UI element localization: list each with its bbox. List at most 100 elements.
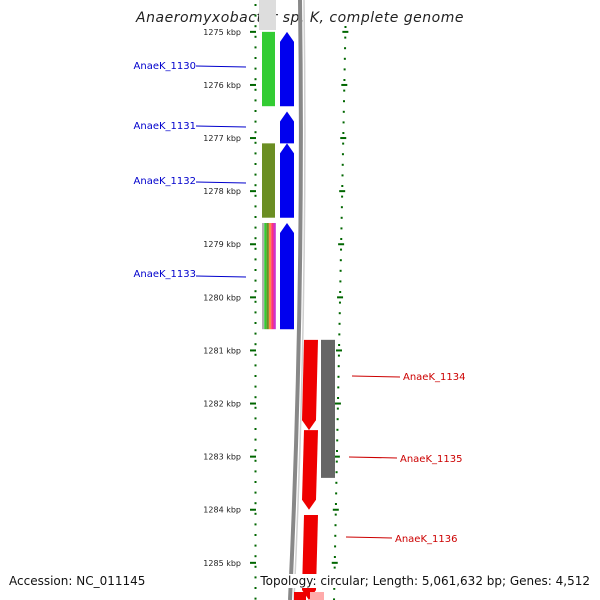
ruler-dot-left [254,99,257,102]
ruler-dot-right [344,36,347,39]
ruler-dot-right [334,513,337,516]
ruler-dot-right [341,153,344,156]
label-leader-line [348,456,398,459]
tick-label: 1278 kbp [203,187,241,196]
ruler-dot-right [340,227,343,230]
ruler-dot-right [338,301,341,304]
ruler-dot-right [342,142,345,145]
ruler-dot-left [254,385,257,388]
genome-backbone [288,0,306,600]
gene-label-anaek-1136: AnaeK_1136 [395,534,457,545]
ruler-dot-right [336,418,339,421]
ruler-dot-right [344,47,347,50]
tick-mark-left [250,349,256,352]
tick-label: 1275 kbp [203,28,241,37]
ruler-dot-left [254,163,257,165]
ruler-dot-right [339,259,342,262]
tick-mark-right [342,30,349,33]
label-leader-line [195,275,247,278]
ruler-dot-right [342,132,345,134]
ruler-dot-right [342,121,345,124]
ruler-dot-right [338,344,341,346]
tick-mark-right [339,190,346,193]
tick-mark-left [250,30,256,33]
ruler-dot-right [342,110,345,113]
backbone-line [288,0,303,600]
ruler-dot-left [254,512,257,515]
tick-mark-left [250,455,256,458]
ruler-dot-left [254,35,257,38]
ruler-dot-left [254,502,257,505]
ruler-dot-right [339,280,342,283]
ruler-dot-right [333,566,336,569]
ruler-dot-right [334,503,337,505]
tick-mark-left [250,83,256,86]
label-leader-line [345,536,393,539]
tick-mark-left [250,137,256,140]
ruler-dot-right [338,333,341,336]
ruler-dot-left [254,523,257,526]
topology-text: Topology: circular; Length: 5,061,632 bp… [260,574,590,588]
ruler-dot-left [254,417,257,420]
ruler-dot-left [254,110,257,112]
ruler-dot-left [254,205,257,208]
ruler-dot-left [254,428,257,430]
ruler-dot-left [254,332,257,335]
ruler-dot-right [336,439,339,442]
tick-label: 1280 kbp [203,293,241,302]
ruler-dot-right [336,450,338,452]
ruler-dot-right [337,365,340,368]
label-leader-line [351,375,401,378]
scale-ticks: 1275 kbp 1276 kbp 1277 kbp 1278 kbp 1279 kbp… [203,4,349,600]
ruler-dot-left [254,4,257,6]
tick-mark-left [250,243,256,246]
annotation-stripe [266,223,269,330]
ruler-dot-left [254,353,257,356]
ruler-dot-right [337,386,340,389]
ruler-dot-right [338,322,341,325]
ruler-dot-left [254,449,257,452]
tick-label: 1279 kbp [203,240,241,249]
ruler-dot-left [254,300,257,303]
ruler-dot-left [254,131,257,134]
gene-label-anaek-1130: AnaeK_1130 [134,61,196,72]
ruler-dot-right [343,79,346,81]
ruler-dot-left [254,343,257,346]
ruler-dot-left [254,67,257,70]
ruler-dot-left [254,406,257,409]
ruler-dot-right [336,407,339,410]
ruler-dot-left [254,226,257,229]
ruler-dot-right [343,57,346,60]
ruler-dot-left [254,216,257,218]
ruler-dot-right [343,68,346,71]
ruler-dot-left [254,587,257,589]
annotation-bar [321,339,335,478]
ruler-dot-right [338,312,341,315]
gene-arrow [302,430,318,510]
tick-label: 1277 kbp [203,134,241,143]
ruler-dot-right [335,481,338,484]
ruler-dot-right [339,291,342,293]
ruler-dot-right [341,185,344,187]
ruler-dot-left [254,152,257,155]
ruler-dot-right [340,216,343,219]
ruler-dot-right [340,206,343,209]
gene-arrow [280,111,294,144]
gene-labels: AnaeK_1130 AnaeK_1131 AnaeK_1132 AnaeK_1133… [134,61,466,545]
ruler-dot-right [339,269,342,272]
tick-mark-left [250,561,256,564]
ruler-dot-left [254,364,257,367]
gene-label-anaek-1135: AnaeK_1135 [400,454,462,465]
tick-mark-right [332,508,339,511]
tick-mark-right [331,561,338,564]
ruler-dot-right [340,238,343,240]
ruler-dot-left [254,290,257,293]
gene-arrow [280,143,294,218]
ruler-dot-left [254,88,257,91]
ruler-dot-right [340,248,343,251]
tick-mark-right [340,137,347,140]
ruler-dot-right [334,545,337,548]
ruler-dot-left [254,57,257,59]
ruler-dot-left [254,78,257,81]
